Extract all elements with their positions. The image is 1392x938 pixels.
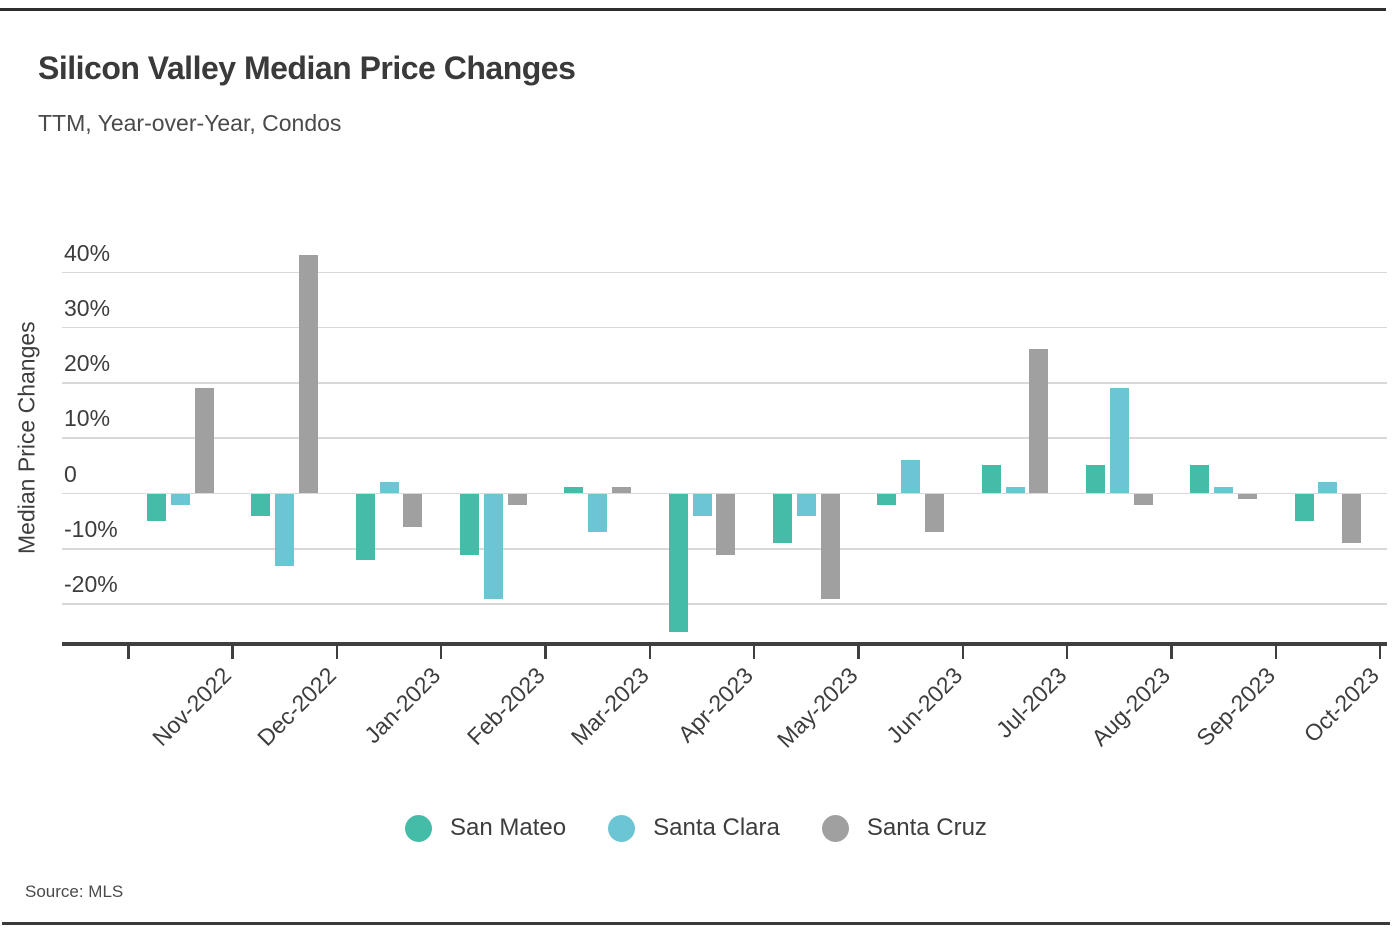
x-axis-tick [1065,645,1069,659]
y-tick-label: 0 [64,460,77,487]
bar-santa-clara [588,493,608,533]
bar-santa-clara [796,493,816,516]
bar-santa-cruz [924,493,944,533]
bar-san-mateo [668,493,688,632]
x-tick-label-text: Jun-2023 [880,662,967,749]
gridline [62,603,1387,605]
y-tick-label: -20% [64,571,118,598]
x-axis-tick [857,645,860,659]
bottom-divider [2,922,1390,925]
y-tick-label: 40% [64,239,111,266]
bar-santa-cruz [820,493,840,599]
bar-santa-cruz [1133,493,1153,505]
bar-santa-clara [1318,481,1338,493]
bar-san-mateo [251,493,271,516]
x-axis-tick [544,645,547,659]
top-divider [0,8,1386,11]
bar-san-mateo [877,493,897,505]
x-axis-tick [439,645,443,659]
bar-santa-cruz [194,387,214,493]
x-axis-tick [648,645,652,659]
x-tick-label-text: Jul-2023 [990,662,1072,743]
legend-swatch-icon [608,814,636,842]
legend-swatch-icon [405,814,433,842]
x-axis-tick [127,645,130,659]
bar-san-mateo [1294,493,1314,522]
x-axis-tick [1378,645,1382,659]
x-axis-line [62,642,1387,646]
bar-santa-cruz [403,493,423,527]
bar-san-mateo [355,493,375,561]
bar-santa-clara [692,493,712,516]
gridline [62,382,1387,384]
x-tick-label-text: Mar-2023 [565,662,654,750]
x-tick-label-text: Apr-2023 [672,662,759,748]
bar-santa-clara [1005,487,1025,493]
x-axis-tick [752,645,756,659]
x-tick-label-text: Nov-2022 [147,662,237,751]
bar-santa-cruz [1029,348,1049,493]
legend-item-santa-clara: Santa Clara [608,814,780,842]
legend-label: San Mateo [450,814,567,841]
bar-san-mateo [773,493,793,544]
bar-santa-clara [275,493,295,566]
bar-santa-clara [901,459,921,493]
page-subtitle: TTM, Year-over-Year, Condos [38,110,342,136]
x-axis-tick [335,645,339,659]
x-axis-tick [1170,645,1173,659]
bar-san-mateo [1086,465,1106,493]
page-title: Silicon Valley Median Price Changes [38,50,576,86]
legend-swatch-icon [821,814,849,842]
bar-san-mateo [564,487,584,493]
x-tick-label-text: Aug-2023 [1086,662,1176,751]
gridline [62,437,1387,439]
x-tick-label-text: May-2023 [771,662,863,753]
bar-san-mateo [147,493,167,522]
x-tick-label-text: Oct-2023 [1298,662,1385,748]
x-tick-label-text: Sep-2023 [1190,662,1280,751]
bar-santa-cruz [507,493,527,505]
plot-area: 40% 30% 20% 10% 0 -10% -20% Nov-2022 Dec-2022 Jan… [62,230,1387,753]
bar-santa-clara [483,493,503,599]
bar-santa-cruz [716,493,736,555]
legend-label: Santa Cruz [866,814,987,841]
x-axis-tick [231,645,234,659]
source-note: Source: MLS [25,882,124,901]
bar-santa-cruz [1237,493,1257,500]
y-tick-label: 10% [64,405,111,432]
x-tick-label-text: Dec-2022 [251,662,341,751]
x-tick-label-text: Jan-2023 [358,662,446,749]
bar-santa-cruz [1342,493,1362,544]
gridline [62,492,1387,495]
y-tick-label: 20% [64,350,111,377]
bar-san-mateo [460,493,480,555]
bar-santa-cruz [298,254,318,493]
legend-item-santa-cruz: Santa Cruz [821,814,987,842]
bar-santa-clara [1214,487,1234,493]
bar-santa-cruz [611,487,631,493]
bar-santa-clara [1109,387,1129,493]
gridline [62,271,1387,273]
x-tick-label-text: Feb-2023 [461,662,550,751]
bar-santa-clara [170,493,190,505]
legend: San Mateo Santa Clara Santa Cruz [0,814,1392,842]
gridline [62,326,1387,329]
bar-san-mateo [1190,465,1210,493]
legend-label: Santa Clara [653,814,780,841]
bar-san-mateo [981,465,1001,493]
x-axis-tick [961,645,965,659]
x-axis-tick [1274,645,1278,659]
y-axis-title: Median Price Changes [13,321,40,554]
bar-santa-clara [379,481,399,493]
y-tick-label: -10% [64,516,118,542]
legend-item-san-mateo: San Mateo [405,814,566,842]
y-tick-label: 30% [64,294,111,321]
